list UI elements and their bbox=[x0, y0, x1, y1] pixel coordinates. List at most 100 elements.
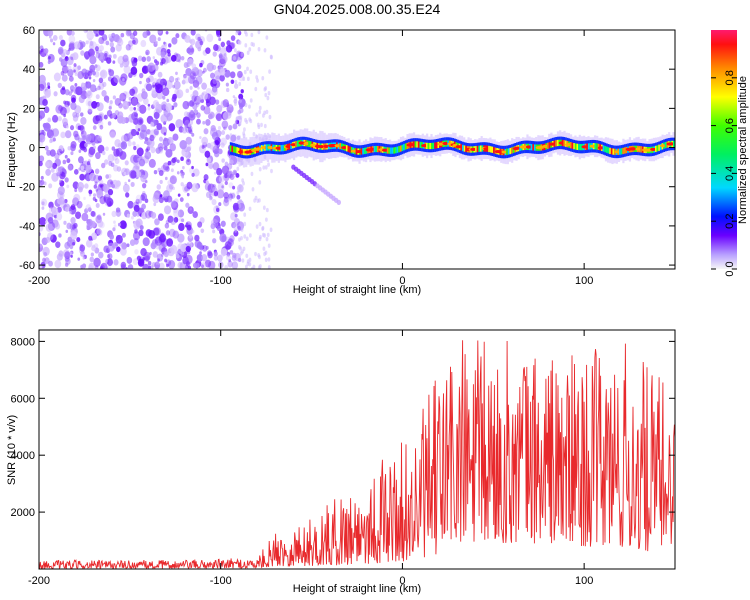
heatmap-cell bbox=[106, 254, 111, 259]
heatmap-cell bbox=[254, 86, 258, 92]
heatmap-cell bbox=[185, 261, 191, 267]
heatmap-cell bbox=[202, 120, 206, 125]
heatmap-cell bbox=[165, 30, 169, 35]
heatmap-cell bbox=[235, 172, 240, 178]
heatmap-cell bbox=[191, 229, 195, 234]
heatmap-cell bbox=[213, 44, 219, 51]
heatmap-cell bbox=[594, 143, 597, 150]
heatmap-cell bbox=[98, 30, 105, 36]
heatmap-cell bbox=[167, 215, 174, 223]
heatmap-cell bbox=[154, 261, 161, 269]
heatmap-cell bbox=[124, 91, 130, 98]
heatmap-cell bbox=[201, 145, 205, 149]
heatmap-cell bbox=[106, 99, 110, 104]
heatmap-cell bbox=[167, 139, 171, 143]
heatmap-cell bbox=[77, 71, 84, 80]
heatmap-cell bbox=[203, 128, 209, 135]
heatmap-cell bbox=[152, 84, 155, 88]
heatmap-cell bbox=[146, 128, 151, 135]
heatmap-cell bbox=[80, 264, 84, 269]
heatmap-cell bbox=[167, 160, 172, 166]
heatmap-cell bbox=[94, 168, 100, 175]
heatmap-cell bbox=[107, 253, 113, 260]
heatmap-cell bbox=[140, 194, 146, 201]
heatmap-cell bbox=[58, 250, 64, 257]
heatmap-cell bbox=[200, 104, 206, 111]
heatmap-cell bbox=[249, 69, 253, 74]
heatmap-cell bbox=[159, 233, 167, 243]
snr-panel: -200 -100 0 100 2000 4000 6000 8000 Height of s… bbox=[6, 329, 676, 595]
heatmap-cell bbox=[224, 161, 229, 167]
heatmap-cell bbox=[236, 166, 240, 171]
heatmap-cell bbox=[92, 70, 96, 76]
heatmap-cell bbox=[85, 165, 92, 174]
heatmap-cell bbox=[160, 253, 164, 257]
heatmap-cell bbox=[242, 76, 246, 82]
heatmap-cell bbox=[243, 69, 247, 75]
heatmap-cell bbox=[177, 233, 185, 243]
heatmap-cell bbox=[163, 251, 169, 258]
heatmap-cell bbox=[217, 254, 223, 262]
heatmap-cell bbox=[95, 33, 99, 37]
heatmap-cell bbox=[149, 34, 157, 44]
heatmap-cell bbox=[133, 204, 140, 213]
heatmap-cell bbox=[220, 220, 226, 227]
heatmap-cell bbox=[236, 147, 239, 154]
heatmap-cell bbox=[256, 198, 260, 204]
heatmap-cell bbox=[280, 145, 283, 152]
heatmap-cell bbox=[187, 58, 194, 66]
heatmap-cell bbox=[113, 224, 117, 228]
heatmap-cell bbox=[176, 92, 182, 99]
heatmap-cell bbox=[388, 147, 391, 154]
heatmap-cell bbox=[169, 143, 176, 152]
heatmap-cell bbox=[191, 172, 195, 177]
heatmap-cell bbox=[132, 258, 139, 266]
heatmap-cell bbox=[404, 143, 407, 150]
heatmap-cell bbox=[136, 131, 140, 136]
heatmap-cell bbox=[149, 134, 155, 142]
heatmap-cell bbox=[218, 53, 223, 59]
heatmap-cell bbox=[57, 166, 62, 171]
heatmap-cell bbox=[401, 144, 404, 152]
heatmap-cell bbox=[213, 215, 221, 225]
x-tick-label: -200 bbox=[28, 275, 50, 287]
heatmap-cell bbox=[243, 212, 247, 217]
colorbar-tick-label: 0.4 bbox=[724, 166, 736, 181]
heatmap-cell bbox=[161, 58, 166, 64]
colorbar-tick-label: 0.2 bbox=[724, 214, 736, 229]
heatmap-cell bbox=[66, 158, 71, 164]
heatmap-cell bbox=[145, 77, 151, 84]
heatmap-cell bbox=[67, 101, 71, 106]
heatmap-cell bbox=[162, 95, 166, 100]
heatmap-cell bbox=[164, 54, 172, 64]
heatmap-cell bbox=[176, 77, 180, 81]
heatmap-cell bbox=[248, 47, 252, 52]
heatmap-cell bbox=[165, 79, 173, 90]
heatmap-cell bbox=[43, 122, 51, 132]
heatmap-cell bbox=[87, 108, 93, 115]
heatmap-cell bbox=[265, 109, 269, 115]
heatmap-cell bbox=[218, 202, 222, 207]
heatmap-cell bbox=[258, 166, 262, 172]
heatmap-cell bbox=[166, 195, 173, 203]
heatmap-cell bbox=[165, 103, 173, 112]
heatmap-cell bbox=[612, 148, 615, 155]
heatmap-cell bbox=[180, 243, 188, 253]
heatmap-cell bbox=[191, 165, 194, 170]
heatmap-cell bbox=[46, 232, 54, 241]
heatmap-cell bbox=[113, 259, 119, 266]
heatmap-cell bbox=[208, 163, 214, 170]
heatmap-cell bbox=[622, 147, 625, 155]
heatmap-cell bbox=[79, 173, 85, 181]
heatmap-cell bbox=[553, 140, 556, 147]
heatmap-cell bbox=[241, 249, 245, 254]
heatmap-cell bbox=[114, 97, 122, 106]
heatmap-cell bbox=[257, 30, 261, 35]
heatmap-cell bbox=[180, 55, 185, 61]
heatmap-cell bbox=[113, 75, 120, 84]
heatmap-cell bbox=[133, 145, 137, 151]
heatmap-cell bbox=[45, 220, 48, 224]
heatmap-cell bbox=[133, 93, 138, 98]
heatmap-cell bbox=[91, 245, 96, 252]
heatmap-cell bbox=[73, 63, 77, 67]
